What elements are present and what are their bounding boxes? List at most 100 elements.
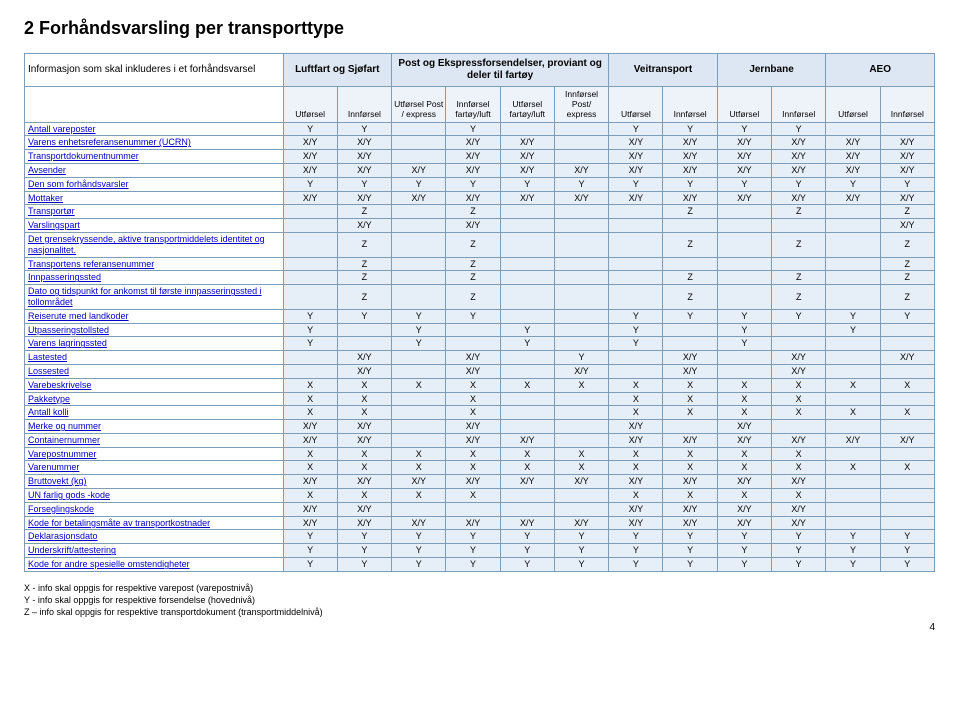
cell: Y xyxy=(337,544,391,558)
cell: X/Y xyxy=(446,150,500,164)
page-number: 4 xyxy=(24,622,935,633)
cell: Z xyxy=(337,257,391,271)
cell: X/Y xyxy=(500,150,554,164)
cell: X/Y xyxy=(663,475,717,489)
row-label[interactable]: Pakketype xyxy=(25,392,284,406)
cell xyxy=(826,392,880,406)
cell: Z xyxy=(663,205,717,219)
row-label[interactable]: Lastested xyxy=(25,351,284,365)
cell: X xyxy=(772,447,826,461)
cell: Y xyxy=(446,309,500,323)
row-label[interactable]: Antall kolli xyxy=(25,406,284,420)
row-label[interactable]: Kode for andre spesielle omstendigheter xyxy=(25,558,284,572)
row-label[interactable]: Underskrift/attestering xyxy=(25,544,284,558)
cell: Y xyxy=(663,558,717,572)
row-label[interactable]: Merke og nummer xyxy=(25,420,284,434)
sub-1: Utførsel xyxy=(283,87,337,123)
cell xyxy=(826,351,880,365)
cell xyxy=(554,420,608,434)
cell xyxy=(880,323,934,337)
table-row: UN farlig gods -kodeXXXXXXXX xyxy=(25,489,935,503)
row-label[interactable]: Transportens referansenummer xyxy=(25,257,284,271)
row-label[interactable]: Utpasseringstollsted xyxy=(25,323,284,337)
cell: X/Y xyxy=(337,502,391,516)
cell: X xyxy=(446,447,500,461)
row-label[interactable]: Varslingspart xyxy=(25,219,284,233)
cell xyxy=(826,516,880,530)
cell: Y xyxy=(392,177,446,191)
row-label[interactable]: Innpasseringssted xyxy=(25,271,284,285)
row-label[interactable]: Forseglingskode xyxy=(25,502,284,516)
cell: X/Y xyxy=(446,364,500,378)
row-label[interactable]: Deklarasjonsdato xyxy=(25,530,284,544)
row-label[interactable]: Det grensekryssende, aktive transportmid… xyxy=(25,232,284,257)
cell: Y xyxy=(609,122,663,136)
row-label[interactable]: UN farlig gods -kode xyxy=(25,489,284,503)
cell: X/Y xyxy=(337,219,391,233)
cell: Y xyxy=(609,544,663,558)
row-label[interactable]: Dato og tidspunkt for ankomst til første… xyxy=(25,285,284,310)
cell: X/Y xyxy=(392,516,446,530)
table-row: TransportørZZZZZ xyxy=(25,205,935,219)
cell xyxy=(554,433,608,447)
cell: Y xyxy=(283,177,337,191)
cell: X xyxy=(880,378,934,392)
cell: X xyxy=(609,392,663,406)
row-label[interactable]: Varepostnummer xyxy=(25,447,284,461)
legend-line: X - info skal oppgis for respektive vare… xyxy=(24,582,935,594)
row-label[interactable]: Bruttovekt (kg) xyxy=(25,475,284,489)
row-label[interactable]: Lossested xyxy=(25,364,284,378)
cell: X/Y xyxy=(337,433,391,447)
cell xyxy=(283,364,337,378)
page-title: 2 Forhåndsvarsling per transporttype xyxy=(24,18,935,39)
cell: X/Y xyxy=(880,136,934,150)
cell: X xyxy=(772,406,826,420)
cell: X/Y xyxy=(880,191,934,205)
row-label[interactable]: Varenummer xyxy=(25,461,284,475)
table-row: VarebeskrivelseXXXXXXXXXXXX xyxy=(25,378,935,392)
cell xyxy=(826,285,880,310)
row-label[interactable]: Transportdokumentnummer xyxy=(25,150,284,164)
cell: X/Y xyxy=(283,163,337,177)
cell: Y xyxy=(337,530,391,544)
row-label[interactable]: Varebeskrivelse xyxy=(25,378,284,392)
row-label[interactable]: Varens lagringssted xyxy=(25,337,284,351)
cell: X/Y xyxy=(337,475,391,489)
cell: X xyxy=(554,461,608,475)
cell xyxy=(609,257,663,271)
cell: Y xyxy=(826,309,880,323)
cell xyxy=(717,205,771,219)
cell: X/Y xyxy=(500,475,554,489)
cell: X xyxy=(663,489,717,503)
row-label[interactable]: Transportør xyxy=(25,205,284,219)
cell xyxy=(554,502,608,516)
cell xyxy=(663,420,717,434)
cell: X/Y xyxy=(717,433,771,447)
row-label[interactable]: Varens enhetsreferansenummer (UCRN) xyxy=(25,136,284,150)
table-row: Det grensekryssende, aktive transportmid… xyxy=(25,232,935,257)
sub-9: Utførsel xyxy=(717,87,771,123)
cell: Y xyxy=(500,337,554,351)
cell: X/Y xyxy=(663,150,717,164)
row-label[interactable]: Kode for betalingsmåte av transportkostn… xyxy=(25,516,284,530)
cell xyxy=(609,205,663,219)
cell: X xyxy=(283,406,337,420)
cell: X xyxy=(880,406,934,420)
cell xyxy=(826,420,880,434)
row-label[interactable]: Reiserute med landkoder xyxy=(25,309,284,323)
table-row: Varens enhetsreferansenummer (UCRN)X/YX/… xyxy=(25,136,935,150)
cell: Y xyxy=(446,530,500,544)
cell xyxy=(663,257,717,271)
row-label[interactable]: Den som forhåndsvarsler xyxy=(25,177,284,191)
table-row: VarenummerXXXXXXXXXXXX xyxy=(25,461,935,475)
row-label[interactable]: Avsender xyxy=(25,163,284,177)
cell: Y xyxy=(826,323,880,337)
row-label[interactable]: Mottaker xyxy=(25,191,284,205)
cell: Z xyxy=(880,271,934,285)
cell: X/Y xyxy=(609,163,663,177)
row-label[interactable]: Containernummer xyxy=(25,433,284,447)
cell xyxy=(663,323,717,337)
cell xyxy=(609,232,663,257)
cell: X xyxy=(880,461,934,475)
row-label[interactable]: Antall vareposter xyxy=(25,122,284,136)
